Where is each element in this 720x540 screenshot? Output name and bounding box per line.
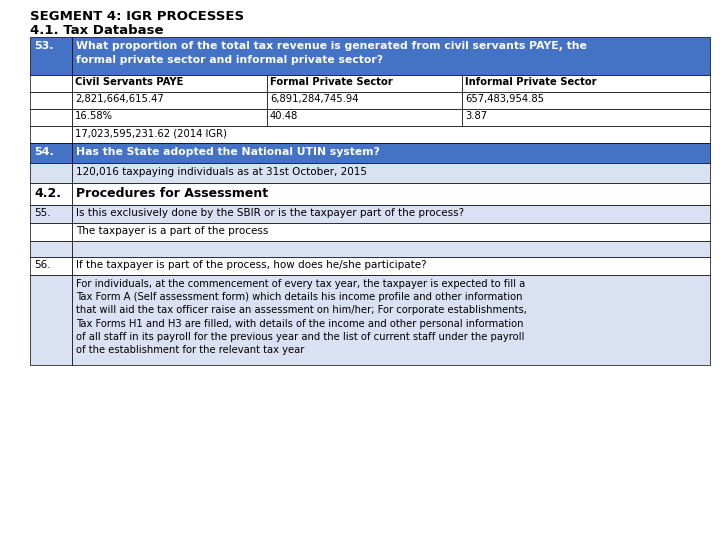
Text: The taxpayer is a part of the process: The taxpayer is a part of the process [76,226,269,236]
Bar [72,257,710,275]
Text: 4.1. Tax Database: 4.1. Tax Database [30,24,163,37]
Bar [30,75,72,92]
Bar [30,92,72,109]
Bar [30,223,72,241]
Text: 120,016 taxpaying individuals as at 31st October, 2015: 120,016 taxpaying individuals as at 31st… [76,167,367,177]
Bar [72,183,710,205]
Bar [72,92,267,109]
Text: 40.48: 40.48 [270,111,298,121]
Text: 4.2.: 4.2. [34,187,61,200]
Text: formal private sector and informal private sector?: formal private sector and informal priva… [76,55,383,65]
Text: 55.: 55. [34,208,50,218]
Bar [72,241,710,257]
Text: 17,023,595,231.62 (2014 IGR): 17,023,595,231.62 (2014 IGR) [75,128,227,138]
Bar [72,205,710,223]
Bar [267,109,462,126]
Bar [72,275,710,365]
Text: 56.: 56. [34,260,50,270]
Bar [72,163,710,183]
Bar [30,163,72,183]
Bar [30,126,72,143]
Text: If the taxpayer is part of the process, how does he/she participate?: If the taxpayer is part of the process, … [76,260,427,270]
Text: For individuals, at the commencement of every tax year, the taxpayer is expected: For individuals, at the commencement of … [76,279,527,355]
Text: 16.58%: 16.58% [75,111,113,121]
Bar [30,275,72,365]
Text: 3.87: 3.87 [465,111,487,121]
Bar [72,126,710,143]
Bar [30,109,72,126]
Bar [462,109,710,126]
Bar [72,37,710,75]
Text: 54.: 54. [34,147,54,157]
Bar [267,75,462,92]
Text: Procedures for Assessment: Procedures for Assessment [76,187,268,200]
Text: Is this exclusively done by the SBIR or is the taxpayer part of the process?: Is this exclusively done by the SBIR or … [76,208,464,218]
Bar [462,75,710,92]
Bar [30,37,72,75]
Text: What proportion of the total tax revenue is generated from civil servants PAYE, : What proportion of the total tax revenue… [76,41,587,51]
Bar [30,257,72,275]
Text: SEGMENT 4: IGR PROCESSES: SEGMENT 4: IGR PROCESSES [30,10,244,23]
Text: 2,821,664,615.47: 2,821,664,615.47 [75,94,163,104]
Bar [30,143,72,163]
Bar [72,109,267,126]
Bar [30,241,72,257]
Text: Has the State adopted the National UTIN system?: Has the State adopted the National UTIN … [76,147,380,157]
Text: 53.: 53. [34,41,53,51]
Text: 657,483,954.85: 657,483,954.85 [465,94,544,104]
Text: Informal Private Sector: Informal Private Sector [465,77,597,87]
Text: Civil Servants PAYE: Civil Servants PAYE [75,77,184,87]
Bar [462,92,710,109]
Bar [30,183,72,205]
Text: 6,891,284,745.94: 6,891,284,745.94 [270,94,359,104]
Bar [267,92,462,109]
Text: Formal Private Sector: Formal Private Sector [270,77,392,87]
Bar [72,75,267,92]
Bar [72,143,710,163]
Bar [30,205,72,223]
Bar [72,223,710,241]
